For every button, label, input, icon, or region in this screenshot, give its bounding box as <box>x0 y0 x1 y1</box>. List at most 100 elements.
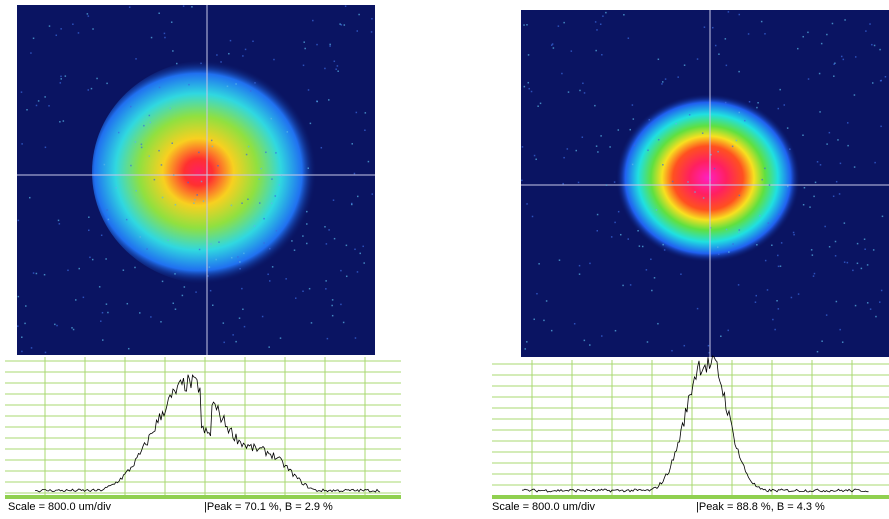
noise <box>210 243 212 245</box>
noise <box>229 39 232 42</box>
noise <box>127 347 130 350</box>
noise <box>524 348 527 350</box>
noise <box>671 180 674 183</box>
noise <box>839 328 841 331</box>
noise <box>633 144 636 147</box>
noise <box>570 50 573 52</box>
noise <box>254 82 256 84</box>
noise <box>351 203 353 206</box>
noise <box>562 182 564 185</box>
noise <box>258 178 260 180</box>
noise <box>43 273 46 276</box>
noise <box>797 293 800 295</box>
noise <box>764 259 767 262</box>
noise <box>596 230 599 232</box>
noise <box>139 236 142 238</box>
noise <box>171 142 174 144</box>
noise <box>581 136 584 138</box>
noise <box>32 37 35 40</box>
noise <box>869 308 872 310</box>
noise <box>866 302 869 304</box>
plot-baseline <box>492 495 889 499</box>
noise <box>270 117 273 120</box>
noise <box>884 76 887 78</box>
noise <box>526 341 528 343</box>
noise <box>880 125 882 128</box>
noise <box>786 127 789 129</box>
noise <box>331 299 334 301</box>
noise <box>881 215 884 218</box>
noise <box>345 244 348 247</box>
noise <box>310 322 313 324</box>
noise <box>139 312 141 314</box>
noise <box>187 181 189 184</box>
noise <box>716 246 719 248</box>
noise <box>776 300 778 302</box>
noise <box>738 70 740 73</box>
noise <box>242 55 244 57</box>
noise <box>792 231 795 234</box>
noise <box>638 245 641 247</box>
noise <box>17 295 20 298</box>
noise <box>619 233 622 236</box>
noise <box>35 272 38 275</box>
noise <box>182 5 185 7</box>
noise <box>789 148 791 150</box>
noise <box>48 25 51 27</box>
noise <box>664 78 667 80</box>
noise <box>840 55 843 58</box>
noise <box>44 96 46 98</box>
noise <box>814 181 817 184</box>
noise <box>351 202 353 205</box>
noise <box>29 196 31 199</box>
noise <box>797 47 799 50</box>
noise <box>336 65 339 67</box>
noise <box>243 325 246 328</box>
noise <box>661 81 664 83</box>
noise <box>583 339 586 342</box>
noise <box>653 277 656 279</box>
noise <box>260 167 262 170</box>
noise <box>605 184 608 186</box>
noise <box>140 143 143 146</box>
noise <box>807 31 809 34</box>
noise <box>191 6 193 8</box>
noise <box>720 335 722 337</box>
noise <box>356 195 359 198</box>
noise <box>843 261 846 263</box>
noise <box>841 341 844 343</box>
noise <box>268 280 271 282</box>
noise <box>677 76 679 78</box>
noise <box>87 89 90 91</box>
noise <box>807 78 810 80</box>
noise <box>275 152 277 154</box>
noise <box>167 239 169 241</box>
noise <box>198 248 201 251</box>
noise <box>683 64 686 66</box>
noise <box>645 269 648 271</box>
noise <box>271 266 274 268</box>
noise <box>367 160 370 163</box>
noise <box>140 146 143 149</box>
noise <box>783 104 786 106</box>
noise <box>332 199 335 201</box>
noise <box>600 135 602 137</box>
noise <box>567 91 570 93</box>
noise <box>777 265 780 268</box>
noise <box>106 209 108 211</box>
noise <box>831 22 834 25</box>
noise <box>853 94 856 96</box>
noise <box>813 272 816 275</box>
noise <box>578 273 581 275</box>
noise <box>872 249 875 251</box>
noise <box>176 62 178 65</box>
noise <box>602 15 604 17</box>
noise <box>874 161 876 164</box>
noise <box>271 178 273 180</box>
noise <box>26 108 28 111</box>
noise <box>768 184 771 186</box>
noise <box>834 62 836 65</box>
noise <box>238 260 240 263</box>
noise <box>819 111 821 113</box>
